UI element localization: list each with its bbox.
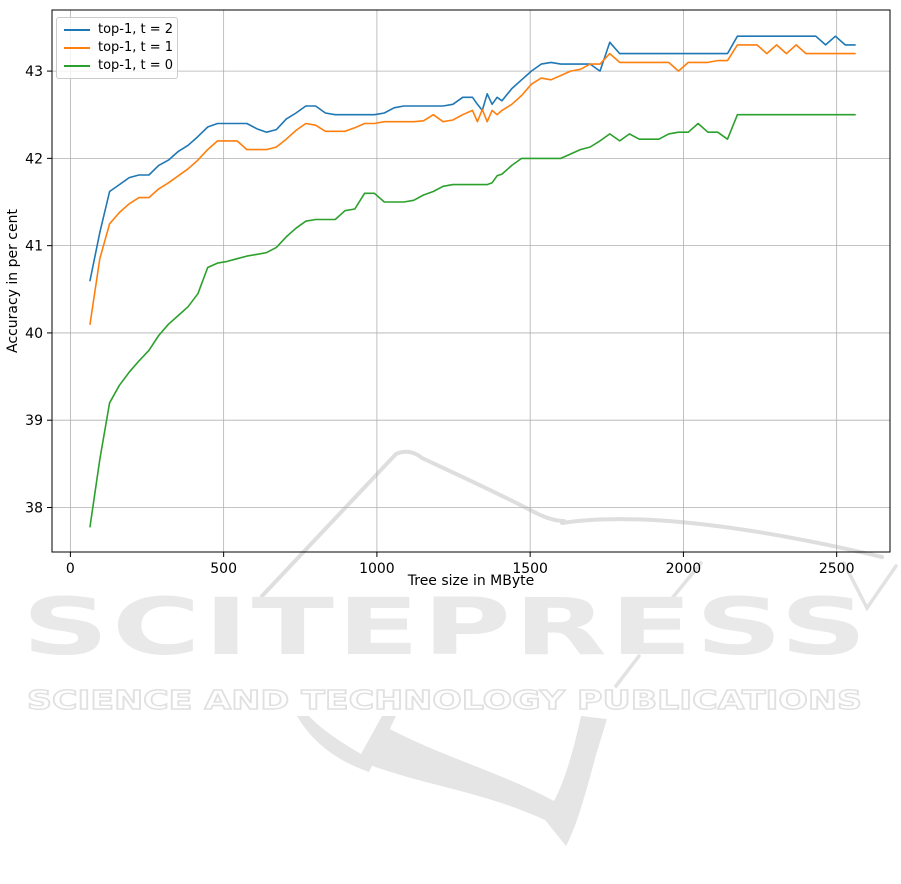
y-tick-label: 39: [25, 413, 43, 429]
legend-item: top-1, t = 1: [64, 41, 173, 55]
legend: top-1, t = 2 top-1, t = 1 top-1, t = 0: [56, 17, 178, 79]
plot-border: [51, 9, 891, 553]
x-tick-label: 0: [66, 561, 75, 577]
y-tick-label: 38: [25, 500, 43, 516]
scitepress-watermark: SCITEPRESS SCIENCE AND TECHNOLOGY PUBLIC…: [22, 449, 898, 846]
y-axis-label: Accuracy in per cent: [5, 209, 21, 353]
y-tick-label: 43: [25, 64, 43, 80]
watermark-right-v-stroke: [842, 561, 898, 612]
legend-item: top-1, t = 2: [64, 23, 173, 37]
x-tick-label: 500: [210, 561, 237, 577]
watermark-right-arc-stroke: [560, 517, 884, 559]
watermark-title: SCITEPRESS: [22, 583, 870, 673]
legend-line-sample: [64, 29, 90, 31]
axis-ticks: 0 500 1000 1500 2000 2500 38 39 40 41 42 43: [25, 64, 854, 577]
watermark-diagonal-stroke-1: [667, 561, 703, 604]
gridlines: [52, 10, 890, 552]
series-line: [89, 35, 856, 282]
legend-label: top-1, t = 1: [98, 40, 174, 55]
legend-line-sample: [64, 47, 90, 49]
watermark-mountain-stroke: [260, 449, 566, 598]
x-tick-label: 1000: [359, 561, 395, 577]
y-tick-label: 42: [25, 151, 43, 167]
watermark-diagonal-stroke-2: [614, 654, 641, 688]
x-tick-label: 2500: [819, 561, 855, 577]
x-tick-label: 2000: [666, 561, 702, 577]
legend-label: top-1, t = 0: [98, 58, 174, 73]
y-tick-label: 40: [25, 326, 43, 342]
x-tick-label: 1500: [512, 561, 548, 577]
watermark-subtitle: SCIENCE AND TECHNOLOGY PUBLICATIONS: [27, 686, 862, 716]
legend-item: top-1, t = 0: [64, 59, 173, 73]
x-axis-label: Tree size in MByte: [407, 573, 535, 589]
series-line: [89, 44, 856, 326]
legend-line-sample: [64, 65, 90, 67]
y-tick-label: 41: [25, 239, 43, 255]
watermark-check-shape: [362, 716, 607, 846]
data-series: [89, 35, 856, 528]
series-line: [89, 113, 856, 528]
legend-label: top-1, t = 2: [98, 22, 174, 37]
